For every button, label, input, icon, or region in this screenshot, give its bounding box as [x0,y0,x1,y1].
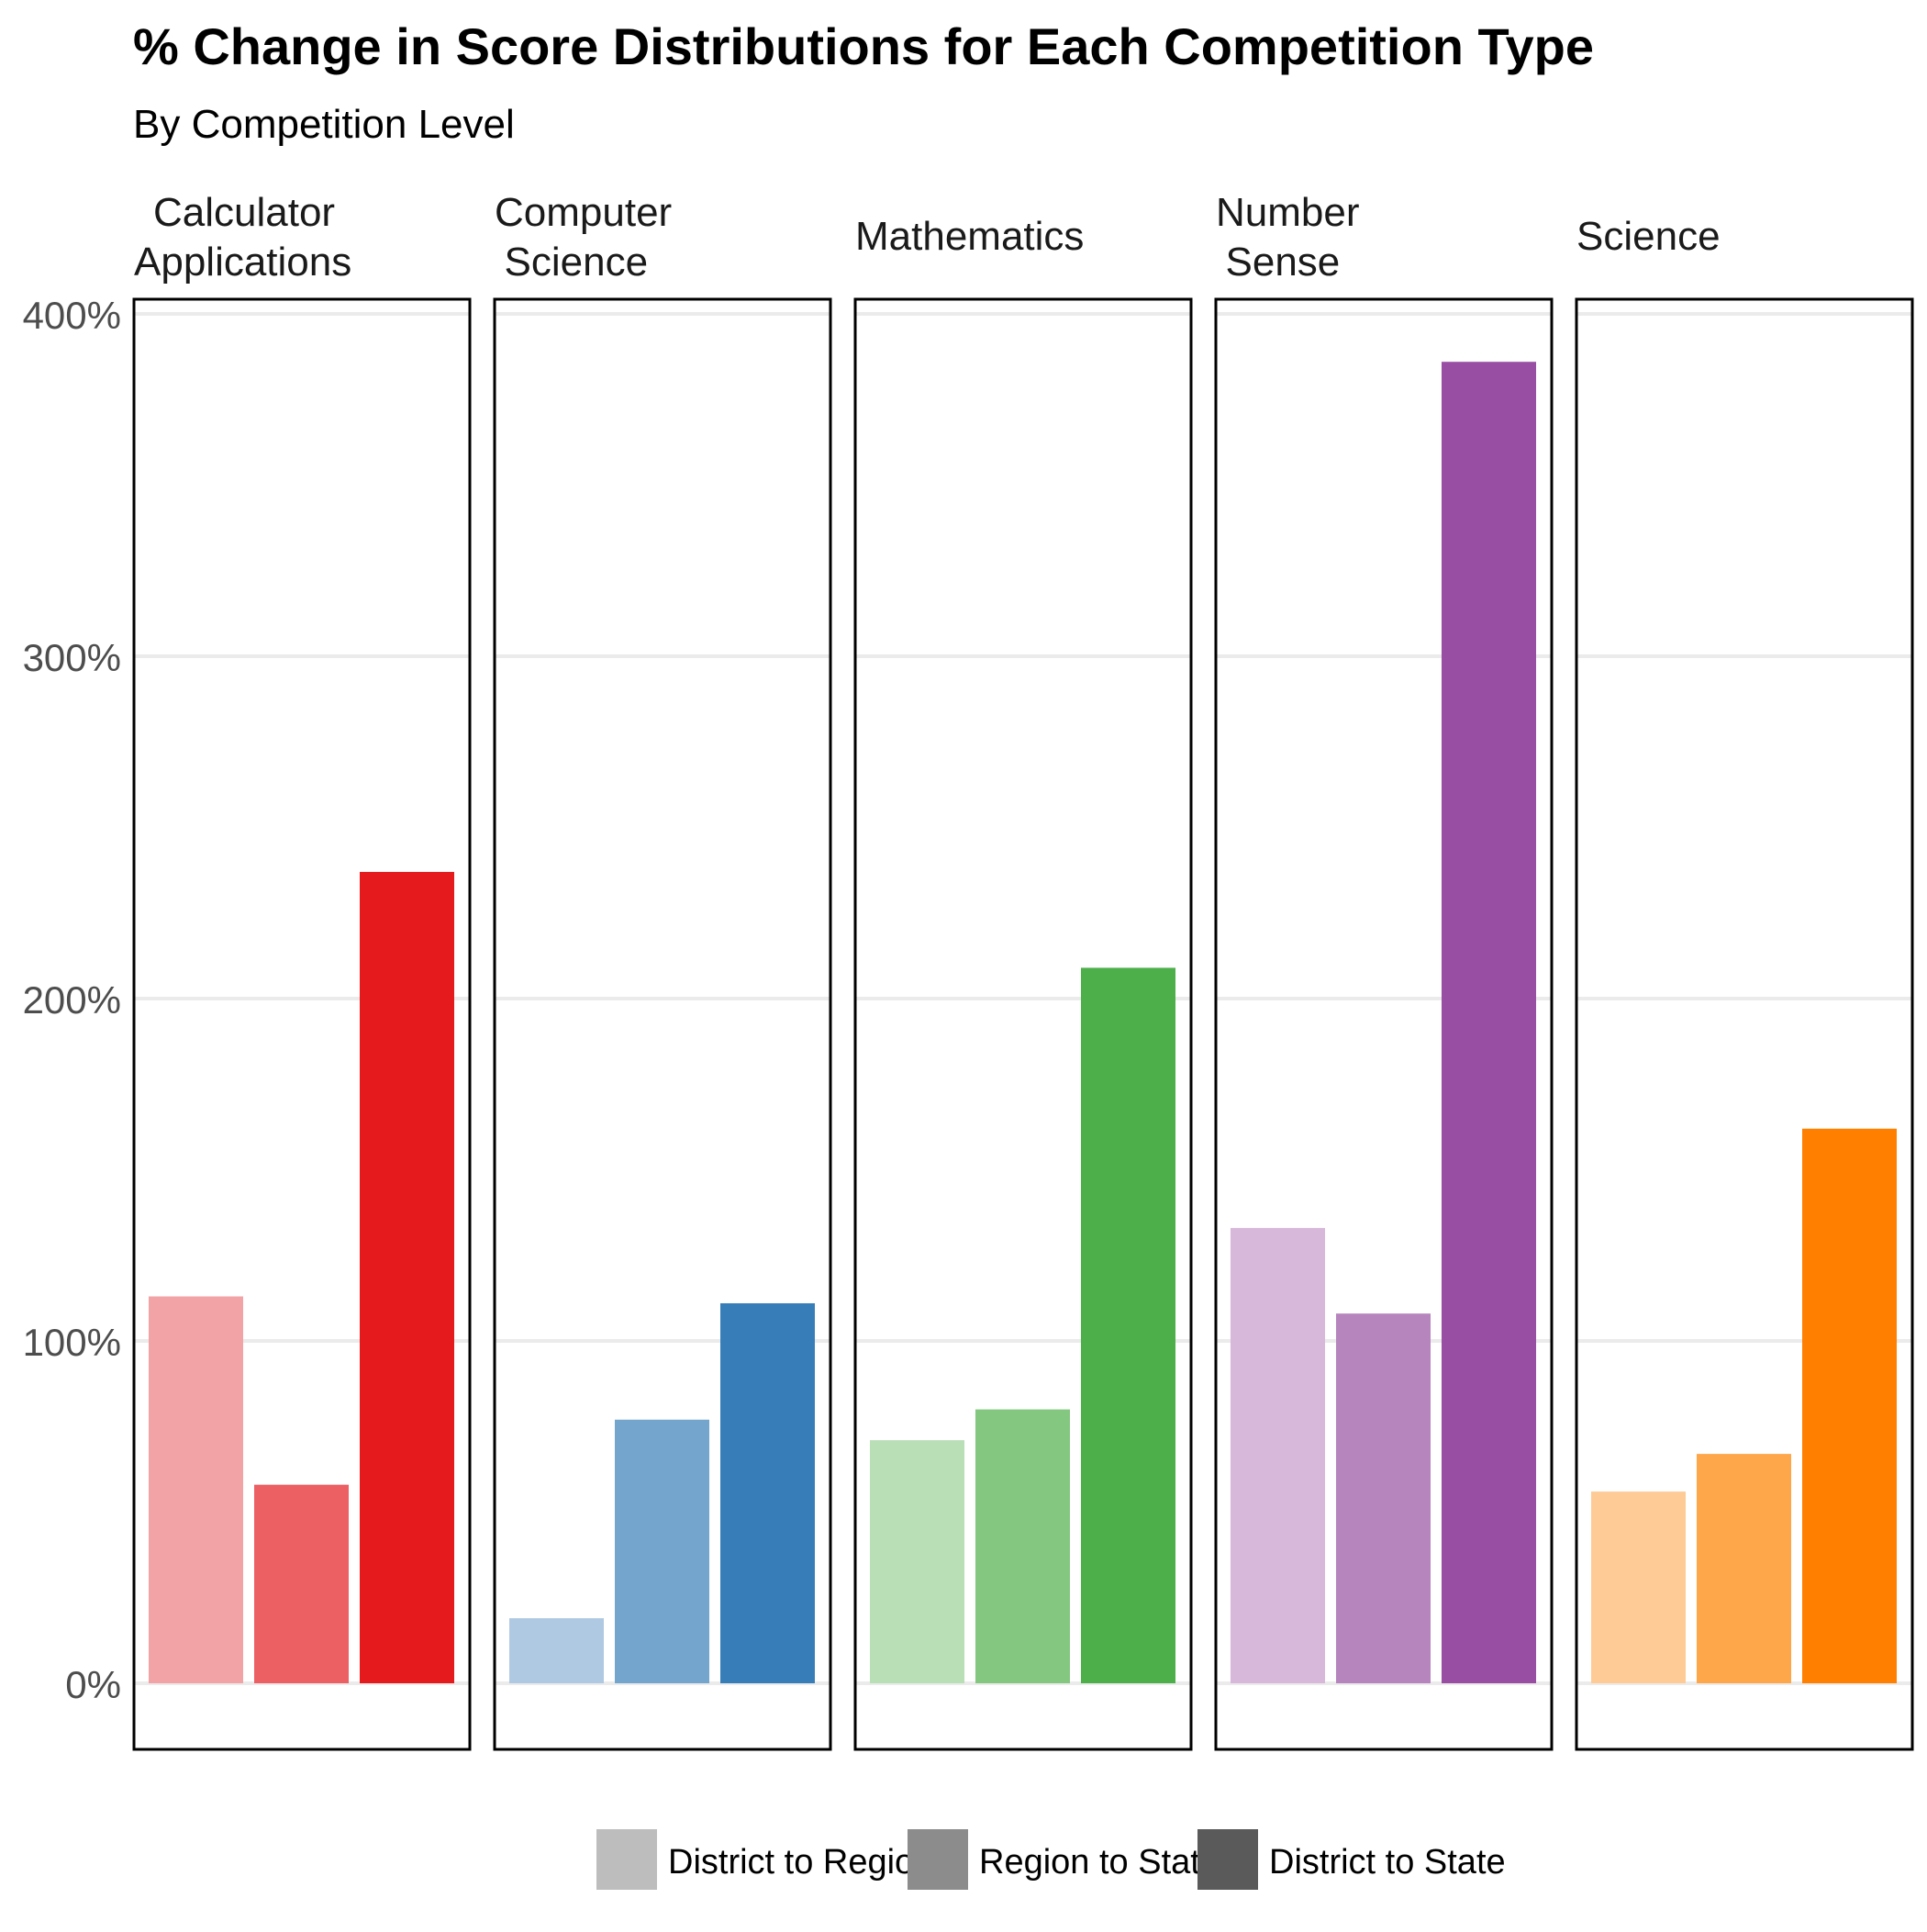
bar-district-to-state [720,1302,815,1683]
panel-border [853,297,1193,1751]
facet-title: Mathematics [855,214,1084,259]
bar-region-to-state [975,1409,1070,1683]
panel-border [132,297,472,1751]
panel-border [493,297,832,1751]
panel-border [1214,297,1554,1751]
bar-district-to-region [1591,1491,1686,1683]
chart-title: % Change in Score Distributions for Each… [133,17,1594,75]
legend-label: District to Region [668,1843,933,1882]
chart-subtitle: By Competition Level [133,102,515,147]
bar-district-to-state [1081,967,1175,1683]
panel-border [1575,297,1914,1751]
bar-region-to-state [1697,1454,1791,1683]
facet-title-1: Number [1216,190,1360,235]
facet-title-2: Sense [1226,240,1341,285]
y-tick-label: 200% [23,978,121,1022]
bar-district-to-region [1231,1227,1325,1683]
legend-key [908,1829,968,1890]
y-tick-label: 400% [23,294,121,337]
y-tick-label: 100% [23,1321,121,1364]
legend-label: District to State [1269,1843,1506,1882]
bar-region-to-state [615,1419,709,1683]
bar-district-to-region [509,1618,604,1683]
facet-title: Science [1576,214,1721,259]
legend-label: Region to State [979,1843,1220,1882]
bar-region-to-state [254,1484,349,1683]
legend-key [1197,1829,1258,1890]
y-tick-label: 300% [23,636,121,679]
facet-title-1: Computer [495,190,672,235]
legend-key [596,1829,657,1890]
facet-title-2: Science [505,240,649,285]
bar-region-to-state [1336,1313,1431,1683]
bar-district-to-region [870,1440,964,1683]
facet-title-2: Applications [134,240,351,285]
bar-district-to-state [1802,1128,1897,1683]
bar-district-to-region [149,1296,243,1683]
bar-district-to-state [360,871,454,1683]
y-tick-label: 0% [65,1663,121,1706]
bar-district-to-state [1442,362,1536,1684]
facet-title-1: Calculator [153,190,335,235]
